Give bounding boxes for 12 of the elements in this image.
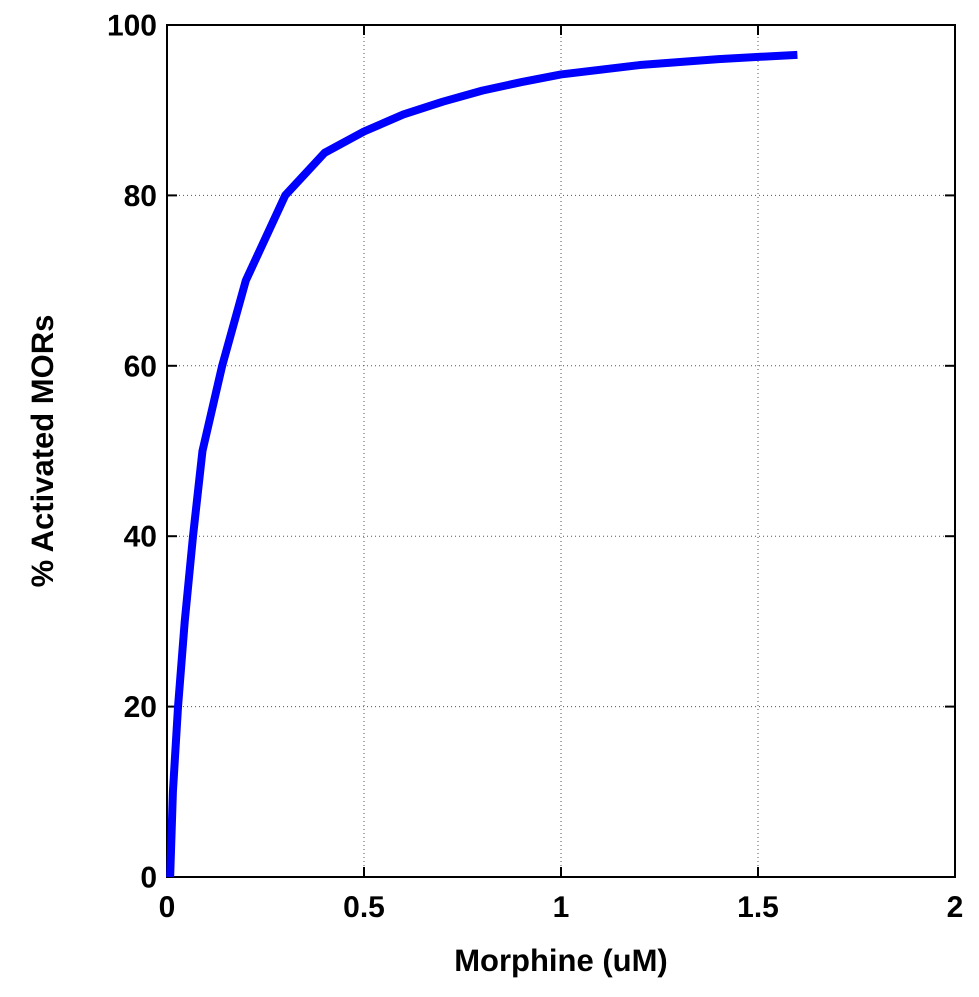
x-tick-label: 1 (552, 891, 570, 924)
y-tick-label: 80 (124, 180, 157, 213)
y-tick-label: 40 (124, 520, 157, 554)
y-tick-label: 0 (140, 862, 157, 894)
x-tick-label: 2 (946, 891, 964, 924)
x-tick-label: 1.5 (737, 891, 779, 924)
y-tick-label: 20 (124, 691, 157, 724)
x-tick-label: 0.5 (343, 891, 385, 924)
x-axis-title: Morphine (uM) (454, 943, 668, 978)
y-tick-label: 60 (124, 350, 157, 384)
y-axis-title: % Activated MORs (25, 314, 60, 588)
y-tick-label: 100 (106, 10, 157, 42)
